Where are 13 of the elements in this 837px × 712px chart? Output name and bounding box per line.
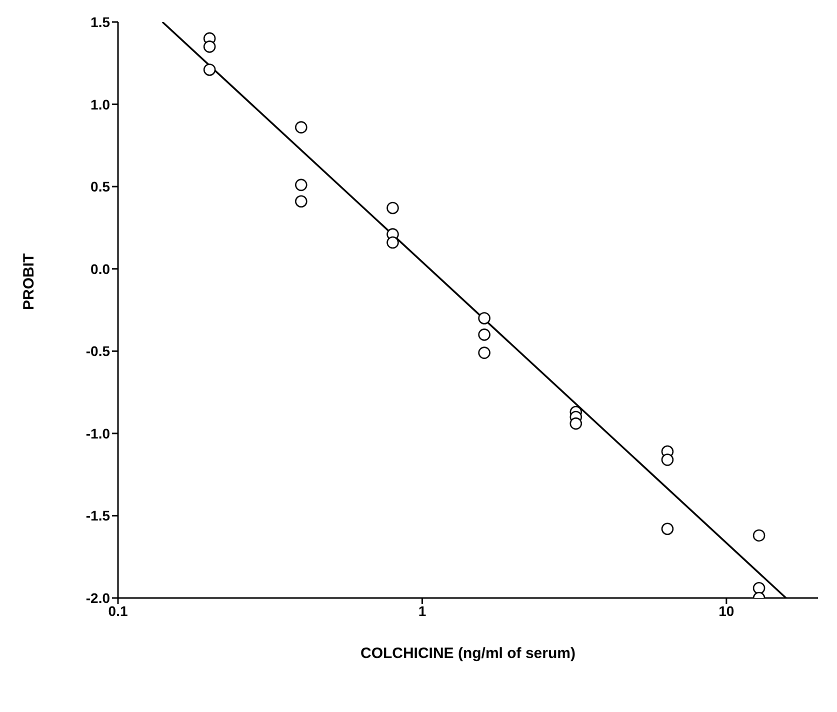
x-tick-label: 0.1 <box>108 602 128 619</box>
y-tick-label: -0.5 <box>86 343 110 360</box>
y-tick-label: -1.0 <box>86 425 110 442</box>
y-tick-label: 0.0 <box>90 260 110 277</box>
y-tick-label: -1.5 <box>86 508 110 524</box>
x-tick-label: 10 <box>718 602 734 619</box>
y-tick-label: 1.0 <box>90 96 110 112</box>
x-tick-label: 1 <box>418 602 426 619</box>
y-tick-label: -2.0 <box>86 590 110 606</box>
x-axis-title: COLCHICINE (ng/ml of serum) <box>360 645 576 662</box>
y-axis-title: PROBIT <box>20 253 38 310</box>
y-tick-label: 1.5 <box>90 14 110 30</box>
y-tick-label: 0.5 <box>90 178 110 195</box>
